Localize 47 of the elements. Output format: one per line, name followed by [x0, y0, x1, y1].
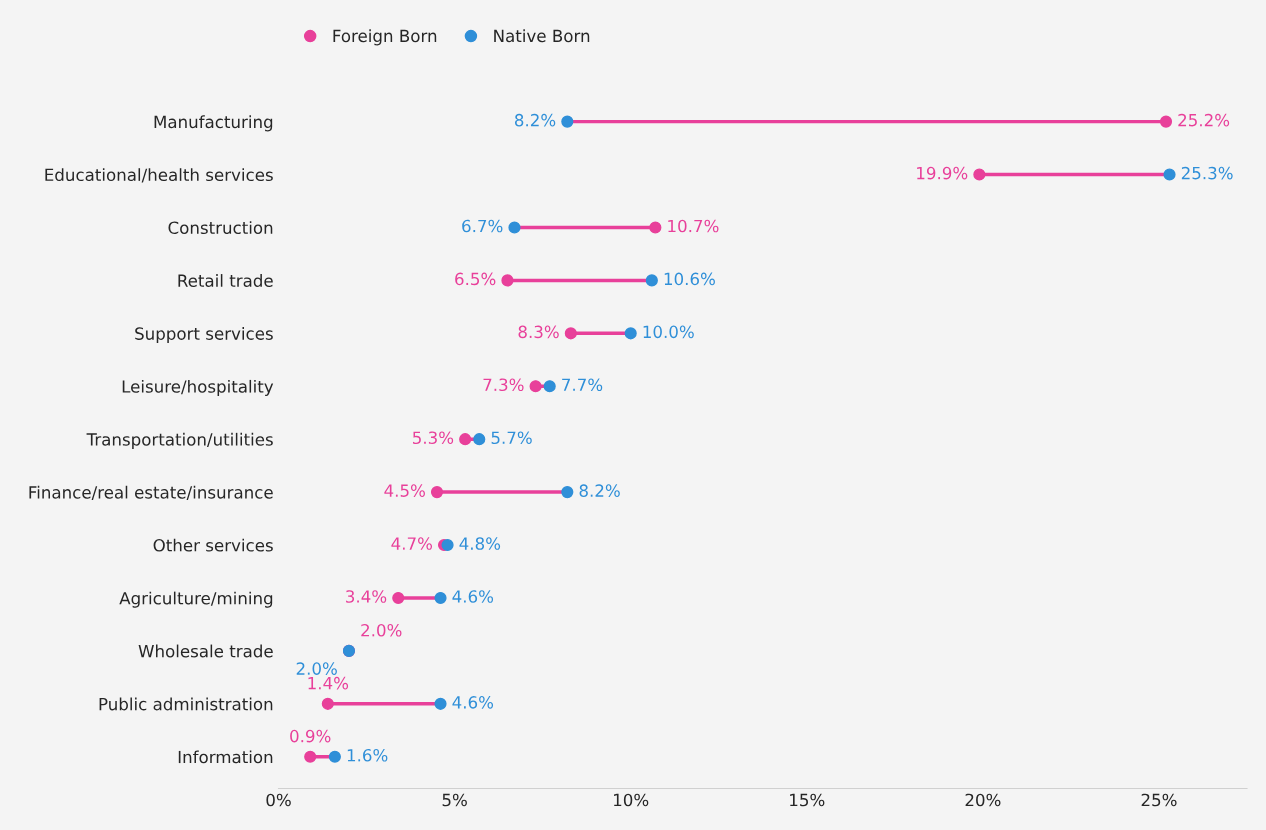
- legend-label: Foreign Born: [333, 29, 437, 46]
- legend-label: Native Born: [494, 29, 590, 43]
- data-label: 4.6%: [452, 590, 494, 603]
- y-tick-label: Manufacturing: [154, 115, 273, 132]
- x-tick-label: 5%: [442, 793, 467, 807]
- data-label: 8.3%: [518, 325, 559, 339]
- data-label: 4.8%: [459, 537, 501, 550]
- y-tick-label: Leisure/hospitality: [122, 379, 274, 397]
- data-label: 4.6%: [452, 696, 494, 709]
- data-label: 0.9%: [290, 729, 331, 743]
- data-label: 8.2%: [579, 484, 620, 497]
- y-tick-label: Information: [178, 750, 273, 764]
- y-tick-label: Agriculture/mining: [119, 591, 273, 608]
- data-label: 7.7%: [562, 378, 603, 392]
- data-label: 2.0%: [296, 662, 337, 675]
- data-label: 5.7%: [491, 431, 532, 445]
- y-tick-label: Educational/health services: [45, 168, 273, 183]
- data-label: 19.9%: [917, 166, 968, 180]
- x-tick-label: 25%: [1141, 793, 1177, 807]
- data-label: 25.2%: [1178, 113, 1230, 127]
- x-tick-label: 20%: [965, 793, 1001, 807]
- y-tick-label: Public administration: [99, 697, 273, 711]
- x-tick-label: 0%: [266, 793, 291, 807]
- data-label: 1.6%: [347, 748, 388, 762]
- data-label: 10.6%: [664, 272, 715, 286]
- data-label: 3.4%: [346, 590, 387, 603]
- y-tick-label: Support services: [135, 326, 273, 344]
- data-label: 10.7%: [668, 219, 719, 233]
- data-label: 1.4%: [308, 676, 349, 690]
- data-label: 6.7%: [462, 219, 503, 233]
- data-label: 8.2%: [514, 113, 556, 127]
- y-tick-label: Construction: [168, 221, 273, 235]
- data-label: 10.0%: [643, 325, 694, 339]
- data-label: 25.3%: [1181, 166, 1233, 180]
- y-tick-label: Other services: [153, 538, 273, 552]
- data-label: 2.0%: [361, 623, 402, 637]
- x-tick-label: 15%: [790, 793, 825, 807]
- data-label: 7.3%: [483, 378, 524, 392]
- data-label: 4.7%: [391, 537, 433, 550]
- y-tick-label: Retail trade: [178, 274, 273, 287]
- x-tick-label: 10%: [614, 793, 649, 807]
- y-tick-label: Wholesale trade: [138, 644, 273, 658]
- data-label: 4.5%: [384, 484, 425, 497]
- y-tick-label: Finance/real estate/insurance: [29, 485, 273, 500]
- data-label: 5.3%: [413, 431, 454, 445]
- y-tick-label: Transportation/utilities: [86, 432, 273, 449]
- data-label: 6.5%: [455, 272, 496, 286]
